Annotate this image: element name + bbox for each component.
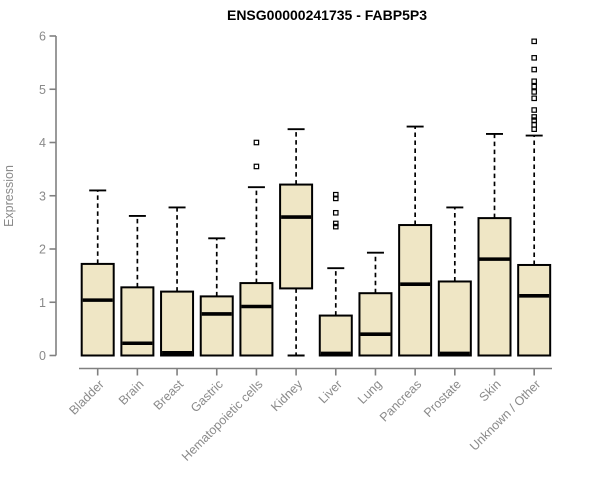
category-label: Unknown / Other: [467, 377, 543, 453]
y-tick-label: 6: [39, 30, 46, 44]
box-bladder: [80, 262, 115, 357]
category-label: Prostate: [421, 377, 464, 420]
box-unknown-other: [517, 263, 552, 357]
outlier-point: [332, 223, 339, 230]
category-label: Liver: [316, 377, 345, 406]
outlier-point: [253, 139, 260, 146]
chart-title: ENSG00000241735 - FABP5P3: [226, 7, 427, 23]
category-label: Breast: [151, 377, 187, 413]
outlier-point: [332, 209, 339, 216]
outlier-point: [332, 191, 339, 198]
outlier-point: [531, 38, 537, 45]
y-tick-label: 1: [39, 296, 46, 310]
box-prostate: [437, 280, 472, 357]
box-skin: [477, 217, 512, 357]
outlier-point: [253, 163, 260, 170]
outlier-point: [531, 66, 537, 73]
category-label: Kidney: [268, 377, 305, 414]
box-liver: [318, 314, 353, 357]
outlier-point: [531, 89, 537, 95]
outlier-point: [531, 117, 537, 123]
category-label: Pancreas: [377, 377, 424, 424]
box-lung: [358, 292, 393, 357]
box-gastric: [199, 295, 234, 357]
category-label: Brain: [116, 377, 147, 408]
category-label: Skin: [477, 377, 504, 404]
category-label: Gastric: [188, 377, 226, 415]
outlier-point: [332, 220, 339, 227]
outlier-point: [531, 83, 537, 90]
y-tick-label: 2: [39, 243, 46, 257]
outlier-point: [531, 114, 537, 120]
outlier-point: [332, 195, 339, 202]
category-label: Bladder: [66, 377, 106, 417]
y-tick-label: 5: [39, 83, 46, 97]
y-tick-label: 0: [39, 349, 46, 363]
outlier-point: [531, 78, 537, 85]
outlier-point: [531, 107, 537, 113]
box-kidney: [279, 183, 314, 290]
box-brain: [120, 286, 155, 357]
outlier-point: [531, 95, 537, 102]
category-label: Lung: [355, 377, 385, 407]
y-axis-title: Expression: [2, 165, 16, 227]
outlier-point: [531, 55, 537, 61]
y-tick-label: 3: [39, 189, 46, 203]
y-tick-label: 4: [39, 136, 46, 150]
box-breast: [160, 290, 195, 357]
box-hematopoietic-cells: [239, 282, 274, 357]
box-pancreas: [398, 224, 433, 357]
